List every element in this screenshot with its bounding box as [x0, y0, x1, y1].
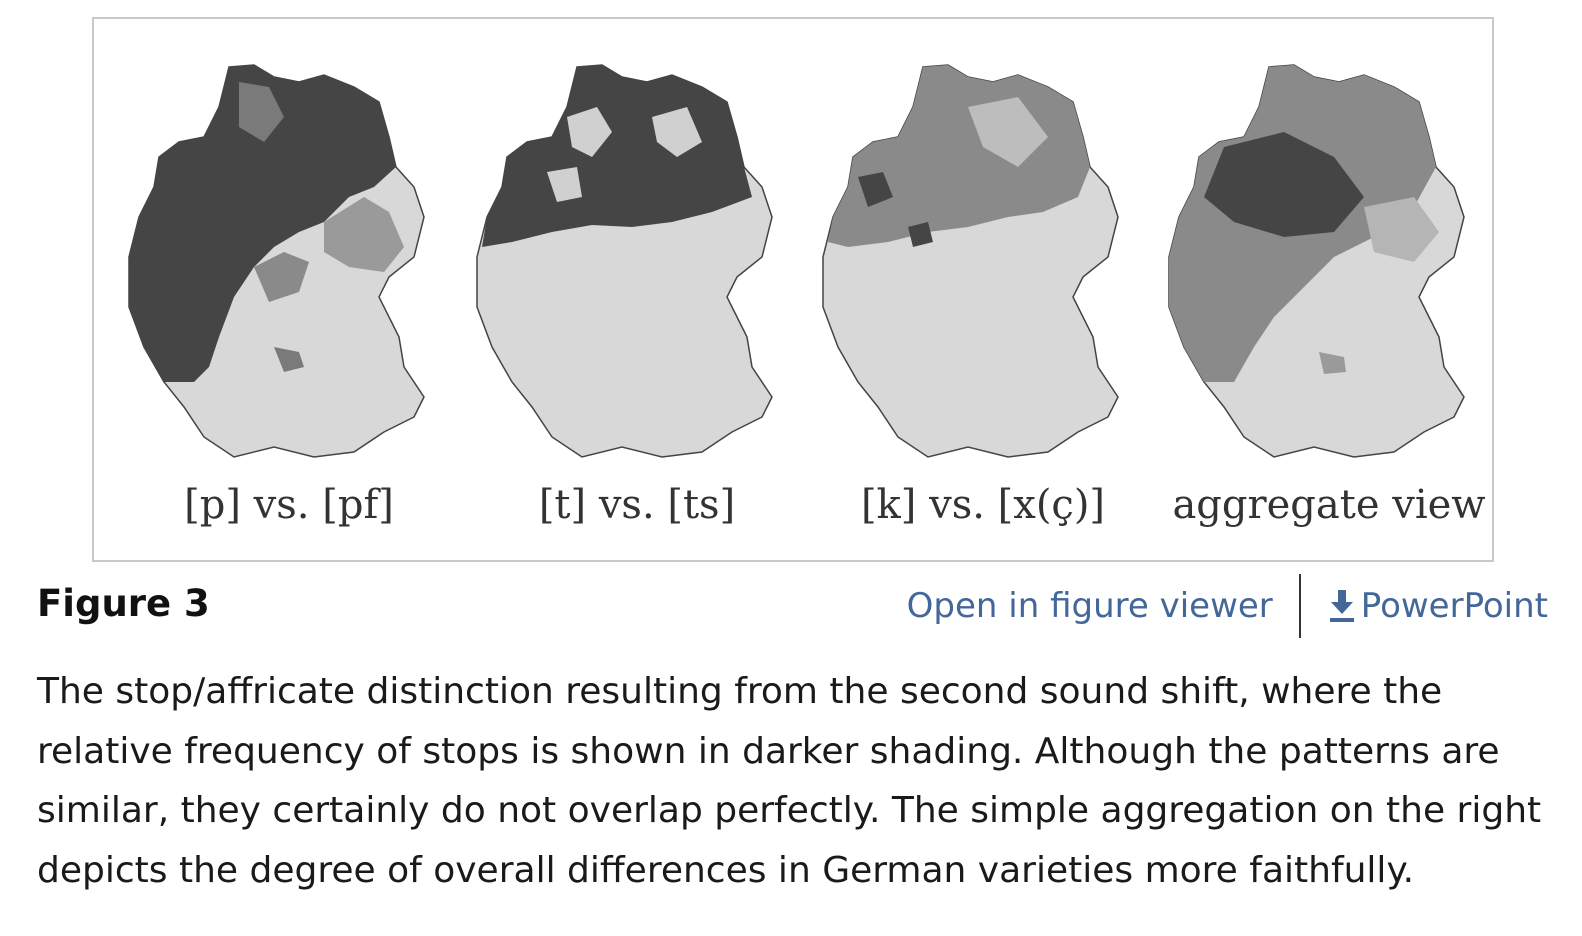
- open-figure-viewer-link[interactable]: Open in figure viewer: [906, 586, 1273, 626]
- light-patch-3: [547, 167, 582, 202]
- dark-region: [129, 65, 396, 382]
- figure-actions: Open in figure viewer PowerPoint: [907, 574, 1548, 638]
- dark-patch-2: [908, 222, 933, 247]
- figure-caption: The stop/affricate distinction resulting…: [37, 671, 1542, 891]
- panel-label: [p] vs. [pf]: [184, 482, 394, 528]
- powerpoint-download-link[interactable]: PowerPoint: [1327, 586, 1548, 626]
- mid-patch-2: [254, 252, 309, 302]
- map-aggregate: [1164, 47, 1494, 487]
- mid-patch-1: [324, 197, 404, 272]
- figure-title: Figure 3: [37, 582, 210, 625]
- small-patch: [1319, 352, 1346, 374]
- dark-region: [1204, 132, 1364, 237]
- light-patch-1: [567, 107, 612, 157]
- map-k-vs-x: [818, 47, 1148, 487]
- dark-patch-1: [858, 172, 893, 207]
- map-t-vs-ts: [472, 47, 802, 487]
- map-p-vs-pf: [124, 47, 454, 487]
- light-patch: [968, 97, 1048, 167]
- powerpoint-label: PowerPoint: [1360, 586, 1548, 626]
- figure-image[interactable]: [p] vs. [pf] [t] vs. [ts] [k] vs. [x(ç)]: [92, 17, 1494, 562]
- light-patch-2: [652, 107, 702, 157]
- panel-label: [k] vs. [x(ç)]: [860, 482, 1106, 528]
- panel-label: [t] vs. [ts]: [538, 482, 736, 528]
- panel-label: aggregate view: [1172, 482, 1486, 528]
- mid-patch-4: [274, 347, 304, 372]
- divider: [1298, 574, 1301, 638]
- light-patch: [1364, 197, 1439, 262]
- download-icon: [1329, 590, 1354, 622]
- mid-patch-3: [239, 82, 284, 142]
